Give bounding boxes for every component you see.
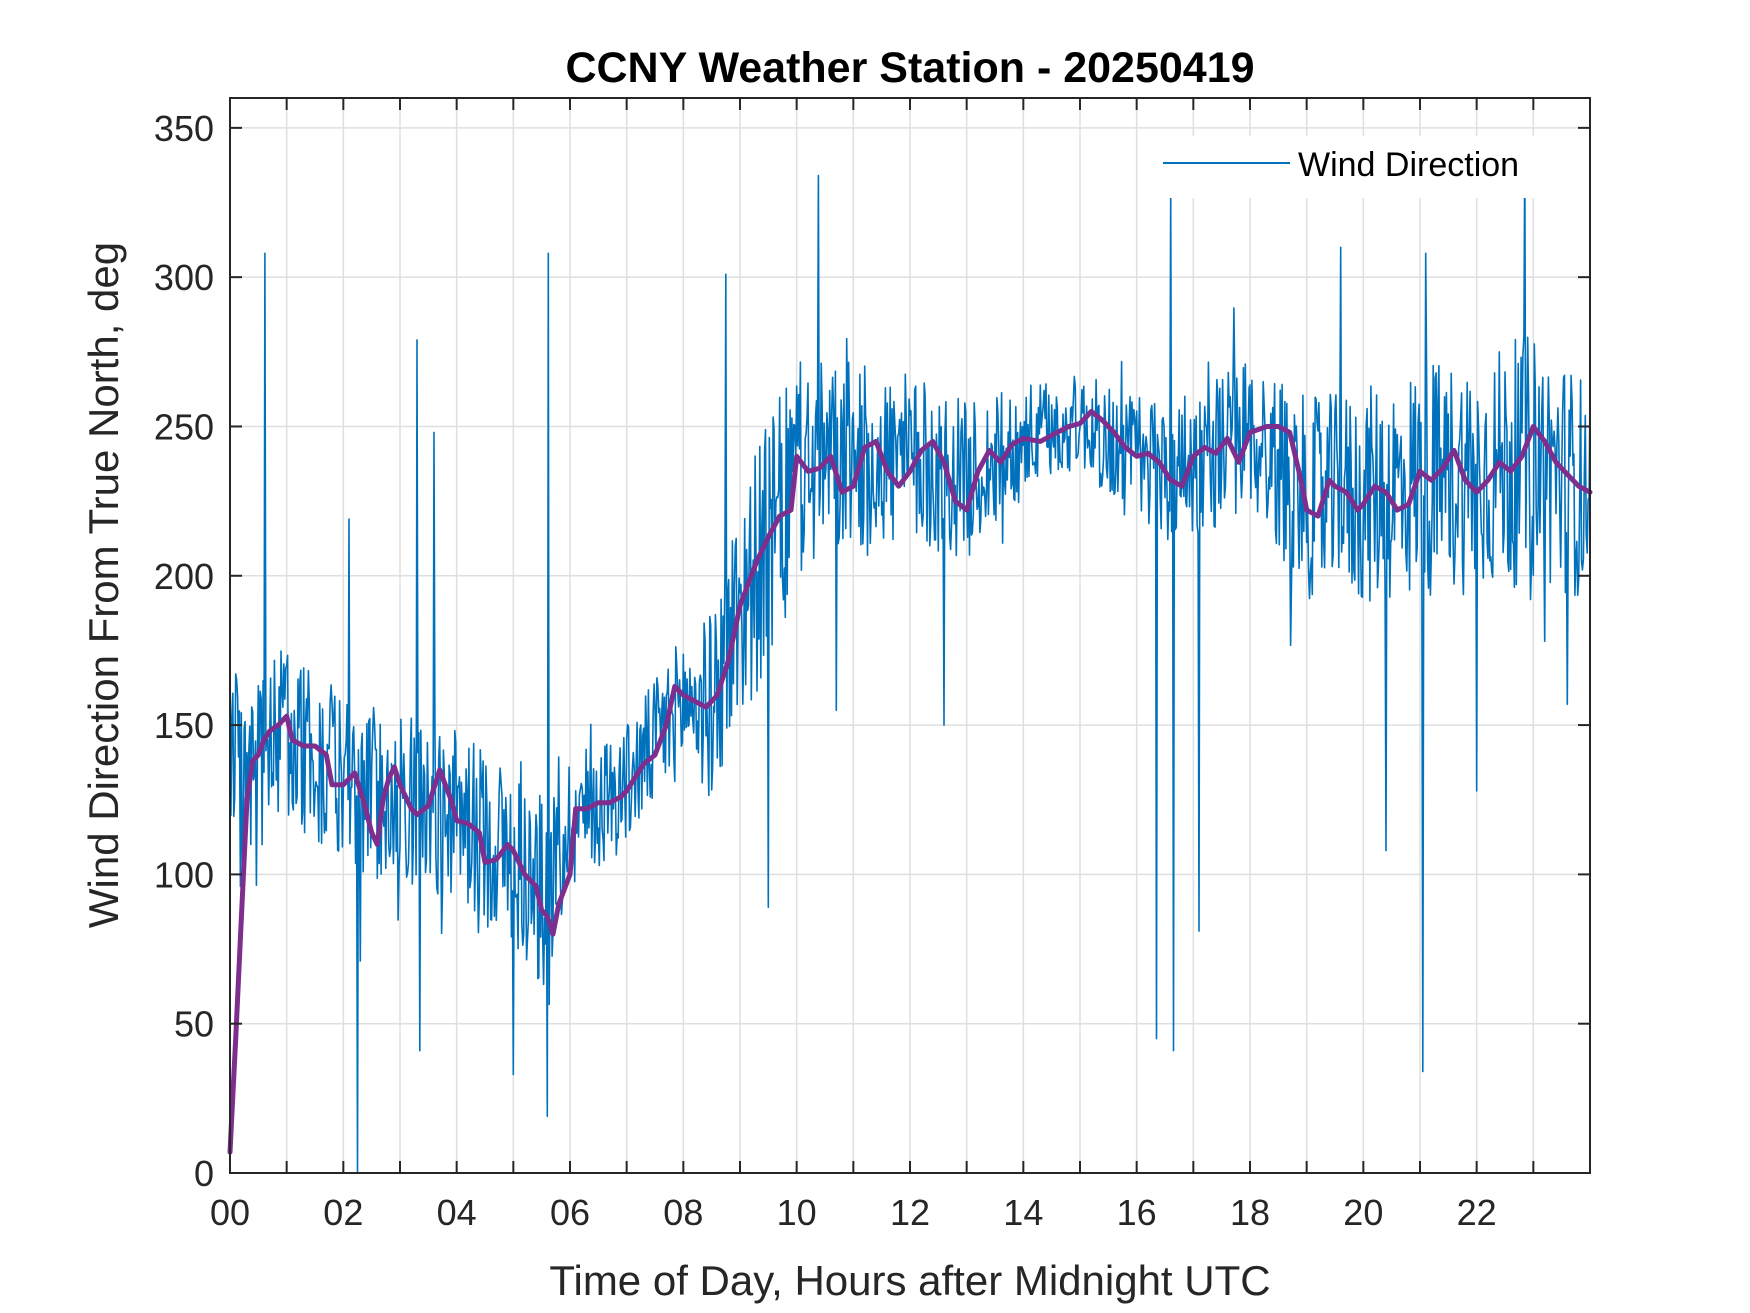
y-tick-label: 100 bbox=[154, 854, 214, 895]
x-tick-label: 10 bbox=[777, 1192, 817, 1233]
x-tick-label: 06 bbox=[550, 1192, 590, 1233]
x-tick-label: 16 bbox=[1117, 1192, 1157, 1233]
x-tick-label: 22 bbox=[1457, 1192, 1497, 1233]
y-tick-label: 0 bbox=[194, 1153, 214, 1194]
y-tick-label: 200 bbox=[154, 556, 214, 597]
chart-title: CCNY Weather Station - 20250419 bbox=[565, 44, 1254, 92]
plot-area bbox=[227, 145, 1593, 1174]
y-tick-label: 300 bbox=[154, 257, 214, 298]
y-tick-label: 350 bbox=[154, 108, 214, 149]
x-tick-label: 04 bbox=[437, 1192, 477, 1233]
x-tick-label: 20 bbox=[1343, 1192, 1383, 1233]
x-axis-label: Time of Day, Hours after Midnight UTC bbox=[549, 1257, 1270, 1304]
x-tick-label: 18 bbox=[1230, 1192, 1270, 1233]
legend-box bbox=[1142, 136, 1572, 198]
y-axis-label: Wind Direction From True North, deg bbox=[80, 242, 127, 928]
y-tick-label: 250 bbox=[154, 406, 214, 447]
y-tick-label: 50 bbox=[174, 1004, 214, 1045]
tick-marks bbox=[229, 98, 1591, 1174]
x-tick-label: 14 bbox=[1003, 1192, 1043, 1233]
series-running-mean bbox=[227, 409, 1593, 1155]
y-tick-label: 150 bbox=[154, 705, 214, 746]
x-tick-label: 02 bbox=[323, 1192, 363, 1233]
tick-labels: 00 02 04 06 08 10 12 14 16 18 20 22 0 50 100 150 200 250 3… bbox=[154, 108, 1497, 1233]
x-tick-label: 08 bbox=[663, 1192, 703, 1233]
series-wind-direction bbox=[229, 145, 1591, 1174]
x-tick-label: 00 bbox=[210, 1192, 250, 1233]
legend: Wind Direction bbox=[1142, 136, 1572, 198]
legend-label-wind-direction: Wind Direction bbox=[1298, 146, 1519, 184]
x-tick-label: 12 bbox=[890, 1192, 930, 1233]
